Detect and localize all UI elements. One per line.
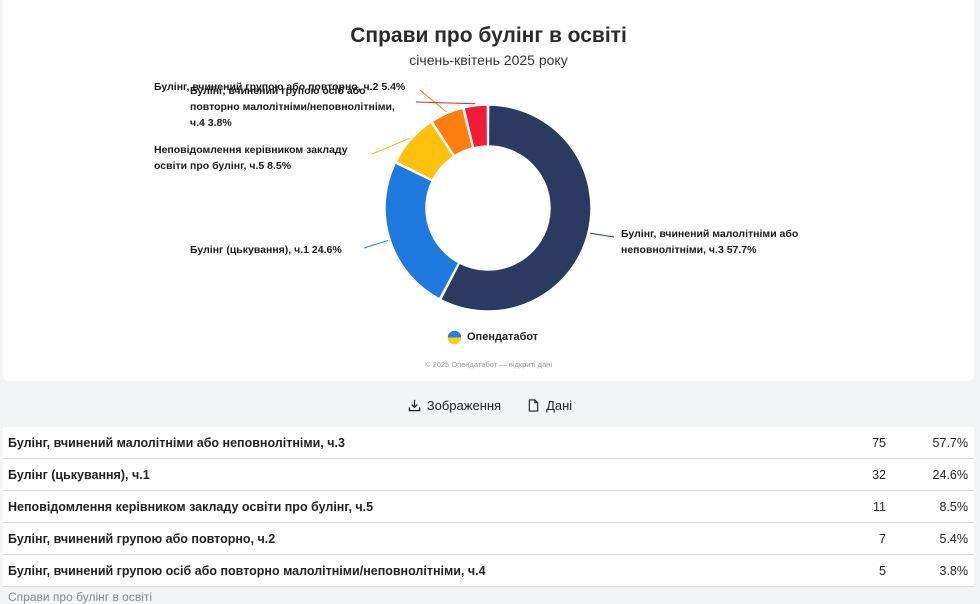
brand-logo-icon — [447, 330, 462, 344]
download-image-label: Зображення — [426, 397, 502, 413]
brand-name: Опендатабот — [467, 331, 539, 343]
table-row: Булінг (цькування), ч.1 32 24.6% — [3, 459, 974, 491]
csv-file-icon — [528, 398, 539, 412]
slice-label: Неповідомлення керівником закладу освіти … — [154, 144, 348, 172]
row-percent: 24.6% — [932, 467, 968, 482]
slice-label: Булінг, вчинений групою або повторно, ч.… — [154, 81, 406, 93]
row-count: 7 — [879, 531, 886, 546]
table-row: Неповідомлення керівником закладу освіти… — [3, 491, 974, 523]
copyright: © 2025 Опендатабот — відкриті дані — [424, 360, 553, 369]
chart-card: Справи про булінг в освіті січень-квітен… — [3, 0, 974, 381]
download-icon — [408, 399, 421, 411]
donut-slice[interactable] — [463, 104, 489, 149]
row-percent: 57.7% — [932, 435, 968, 450]
row-percent: 5.4% — [939, 531, 969, 546]
row-percent: 8.5% — [939, 499, 969, 514]
label-connector — [371, 137, 410, 155]
footer-caption: Справи про булінг в освіті — [8, 590, 153, 604]
row-count: 32 — [872, 467, 886, 482]
row-name: Булінг, вчинений групою осіб або повторн… — [8, 563, 486, 578]
chart-title: Справи про булінг в освіті — [350, 24, 627, 47]
row-count: 5 — [879, 563, 886, 578]
donut-chart: Булінг, вчинений малолітніми або неповнол… — [154, 81, 798, 312]
label-connector — [363, 239, 389, 249]
data-table: Булінг, вчинений малолітніми або неповно… — [3, 427, 974, 587]
row-percent: 3.8% — [939, 563, 969, 578]
download-data-label: Дані — [546, 397, 573, 413]
chart-subtitle: січень-квітень 2025 року — [409, 52, 568, 68]
row-count: 11 — [873, 499, 886, 514]
slice-label: Булінг, вчинений групою осіб або повторно… — [190, 85, 395, 129]
table-row: Булінг, вчинений групою або повторно, ч.… — [3, 523, 974, 555]
label-connector — [415, 101, 476, 105]
download-image-button[interactable]: Зображення — [408, 395, 501, 415]
table-row: Булінг, вчинений групою осіб або повторн… — [3, 555, 974, 587]
slice-label: Булінг, вчинений малолітніми або неповнол… — [621, 228, 798, 256]
table-row: Булінг, вчинений малолітніми або неповно… — [3, 427, 974, 459]
download-data-button[interactable]: Дані — [527, 395, 572, 415]
donut-slice[interactable] — [384, 161, 460, 300]
donut-slice[interactable] — [394, 121, 455, 182]
brand-logo: Опендатабот — [446, 328, 538, 346]
toolbar: Зображення Дані — [0, 395, 980, 415]
row-count: 75 — [872, 435, 886, 450]
row-name: Булінг (цькування), ч.1 — [8, 467, 150, 482]
donut-slice[interactable] — [439, 104, 592, 312]
label-connector — [589, 232, 615, 238]
row-name: Булінг, вчинений групою або повторно, ч.… — [8, 531, 276, 546]
row-name: Булінг, вчинений малолітніми або неповно… — [8, 435, 345, 450]
row-name: Неповідомлення керівником закладу освіти… — [8, 499, 374, 514]
label-connector — [419, 89, 447, 113]
slice-label: Булінг (цькування), ч.1 24.6% — [190, 244, 342, 256]
